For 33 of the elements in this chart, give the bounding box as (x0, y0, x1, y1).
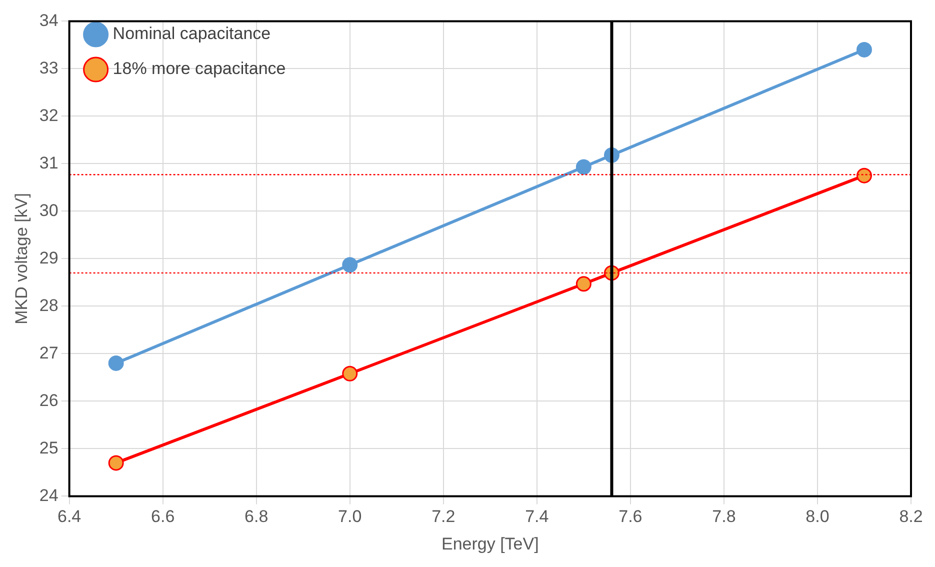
x-tick-label: 8.2 (899, 507, 923, 526)
y-tick-label: 33 (39, 58, 58, 78)
point (576, 276, 592, 292)
x-tick-label: 7.0 (338, 507, 362, 526)
legend-label: Nominal capacitance (112, 24, 271, 44)
y-tick-label: 29 (39, 248, 58, 268)
point (856, 168, 872, 184)
y-tick-label: 34 (39, 10, 58, 30)
x-tick-label: 6.4 (57, 507, 82, 526)
y-tick-label: 25 (39, 438, 58, 458)
point (108, 455, 124, 471)
x-tick-label: 7.4 (525, 507, 549, 526)
y-tick-label: 32 (39, 106, 58, 125)
x-tick-label: 6.6 (151, 507, 175, 526)
x-tick-label: 6.8 (244, 507, 268, 526)
point (856, 42, 872, 58)
x-tick-label: 7.8 (712, 507, 736, 526)
y-tick-label: 30 (39, 200, 58, 220)
x-tick-label: 8.0 (806, 507, 830, 526)
x-tick-label: 7.6 (618, 507, 642, 526)
point (342, 257, 358, 273)
y-tick-label: 24 (39, 486, 58, 505)
point (108, 355, 124, 371)
legend-label: 18% more capacitance (112, 59, 286, 78)
point (576, 159, 592, 175)
y-tick-label: 31 (39, 153, 58, 172)
y-axis-title: MKD voltage [kV] (12, 193, 31, 324)
x-axis-title: Energy [TeV] (441, 534, 539, 554)
point (342, 366, 358, 382)
y-tick-label: 26 (39, 390, 58, 410)
y-tick-label: 28 (39, 296, 58, 315)
y-tick-label: 27 (39, 343, 58, 362)
x-tick-label: 7.2 (432, 507, 456, 526)
